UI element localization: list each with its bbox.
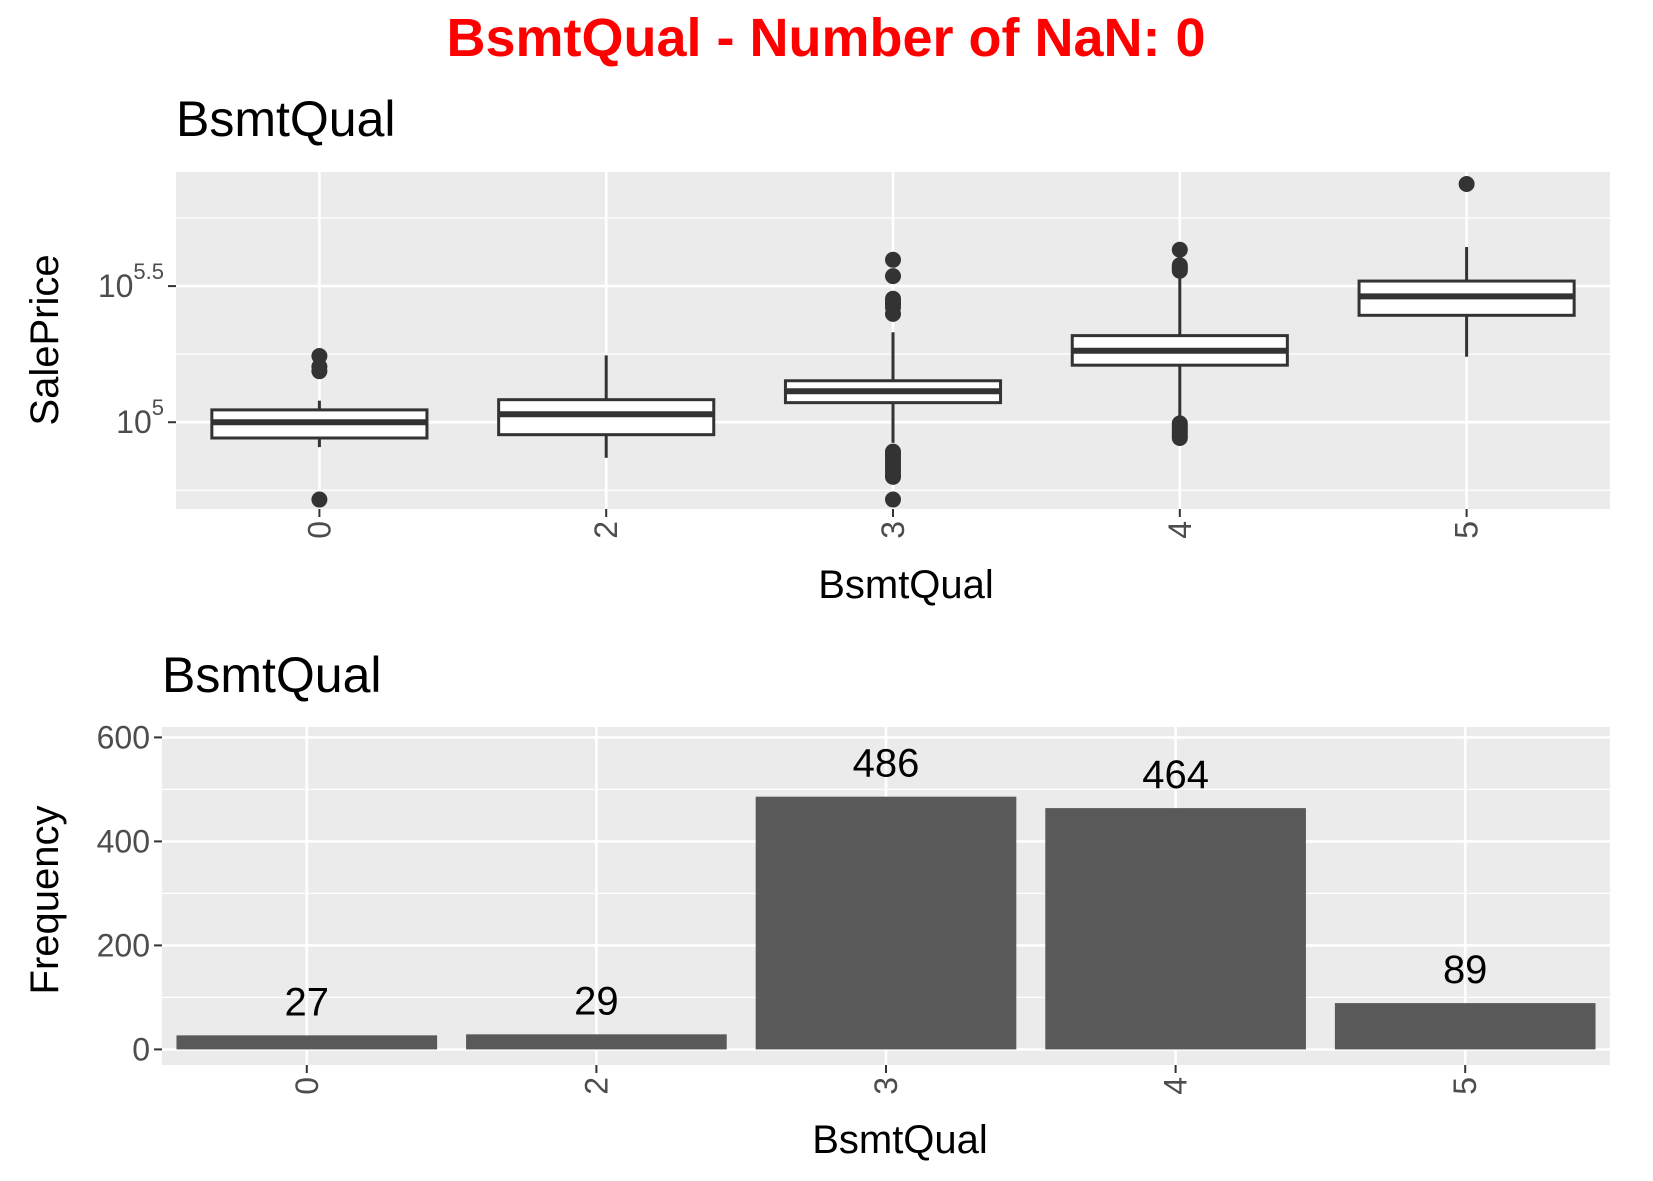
boxplot-marks bbox=[210, 175, 1576, 508]
box-outlier bbox=[1458, 175, 1475, 192]
figure-title: BsmtQual - Number of NaN: 0 bbox=[446, 8, 1205, 68]
bar-0 bbox=[176, 1035, 438, 1050]
bar-2 bbox=[466, 1034, 727, 1050]
bar-y-tick-label: 600 bbox=[97, 719, 150, 755]
box-5 bbox=[1357, 175, 1576, 357]
bar-y-axis: 0 200 400 600 bbox=[97, 719, 162, 1067]
box-outlier bbox=[1171, 257, 1188, 274]
boxplot-x-tick-label: 5 bbox=[1449, 521, 1485, 539]
box-4 bbox=[1070, 241, 1289, 447]
box-outlier bbox=[885, 268, 901, 285]
boxplot-x-axis-title: BsmtQual bbox=[818, 563, 994, 607]
boxplot-y-axis-title: SalePrice bbox=[23, 254, 67, 425]
bar-x-tick-label: 0 bbox=[289, 1077, 325, 1095]
box-outlier bbox=[885, 251, 901, 268]
boxplot-x-tick-label: 3 bbox=[875, 521, 911, 539]
boxplot-y-tick-label: 105 bbox=[116, 395, 164, 440]
bar-x-tick-label: 5 bbox=[1447, 1077, 1483, 1095]
boxplot-y-axis: 105 105.5 bbox=[98, 259, 176, 440]
bar-x-tick-label: 4 bbox=[1158, 1077, 1194, 1095]
box-outlier bbox=[1171, 415, 1188, 432]
bar-value-label: 29 bbox=[574, 979, 619, 1023]
bar-value-label: 27 bbox=[285, 980, 330, 1024]
bar-value-label: 464 bbox=[1142, 753, 1209, 797]
bar-chart: BsmtQual 27 29 486 464 89 0 200 400 600 0 2 3 4 5 B… bbox=[23, 647, 1610, 1162]
bar-y-tick-label: 0 bbox=[132, 1031, 150, 1067]
bar-5 bbox=[1334, 1003, 1596, 1050]
bar-x-tick-label: 2 bbox=[578, 1077, 614, 1095]
box-outlier bbox=[311, 491, 328, 508]
bar-y-tick-label: 400 bbox=[97, 823, 150, 859]
boxplot-x-tick-label: 4 bbox=[1162, 521, 1198, 539]
box-2 bbox=[497, 355, 716, 458]
bar-value-label: 89 bbox=[1443, 948, 1488, 992]
boxplot-chart: BsmtQual 105 105.5 0 2 3 4 5 BsmtQual SalePri… bbox=[23, 91, 1610, 607]
boxplot-title: BsmtQual bbox=[176, 91, 396, 147]
box-outlier bbox=[885, 491, 901, 508]
bar-x-axis-title: BsmtQual bbox=[812, 1118, 988, 1162]
bar-chart-title: BsmtQual bbox=[162, 647, 382, 703]
bar-y-tick-label: 200 bbox=[97, 927, 150, 963]
box-3 bbox=[783, 251, 1003, 508]
bar-3 bbox=[755, 796, 1017, 1050]
boxplot-x-tick-label: 2 bbox=[588, 521, 624, 539]
bar-value-label: 486 bbox=[853, 742, 920, 786]
boxplot-y-tick-label: 105.5 bbox=[98, 259, 164, 304]
bar-y-axis-title: Frequency bbox=[23, 806, 67, 995]
bar-x-axis: 0 2 3 4 5 bbox=[289, 1065, 1483, 1095]
box-outlier bbox=[1171, 241, 1188, 258]
bar-x-tick-label: 3 bbox=[868, 1077, 904, 1095]
box-outlier bbox=[885, 290, 901, 307]
bar-marks: 27 29 486 464 89 bbox=[176, 742, 1596, 1050]
box-0 bbox=[210, 348, 429, 508]
boxplot-x-tick-label: 0 bbox=[301, 521, 337, 539]
boxplot-x-axis: 0 2 3 4 5 bbox=[301, 509, 1485, 539]
box-outlier bbox=[885, 443, 901, 460]
box-outlier bbox=[311, 348, 328, 365]
bar-4 bbox=[1045, 808, 1306, 1050]
